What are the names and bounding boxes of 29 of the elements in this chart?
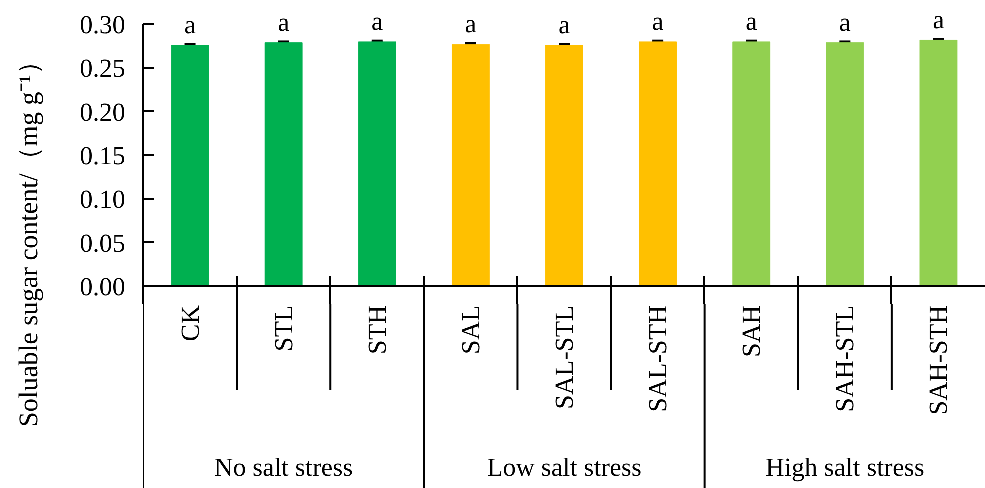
y-tick-label: 0.15 (80, 142, 126, 170)
data-label: a (465, 10, 478, 39)
x-tick-label: SAL (456, 305, 486, 355)
text: High salt stress (766, 453, 925, 482)
x-tick-label: SAH-STH (924, 305, 954, 416)
data-label: a (932, 5, 945, 34)
data-label: a (746, 7, 758, 36)
x-tick-label: SAH (737, 305, 766, 358)
y-tick-label: 0.30 (80, 10, 126, 40)
y-tick-label: 0.00 (80, 272, 126, 302)
y-tick-label: 0.05 (80, 228, 126, 258)
y-tick-label: 0.10 (80, 185, 126, 214)
x-tick-label: STH (362, 305, 392, 355)
data-label: a (558, 10, 571, 40)
data-label: a (652, 7, 664, 36)
x-tick-label: SAH-STL (830, 305, 860, 412)
text: No salt stress (214, 453, 354, 482)
x-tick-label: SAL-STH (644, 305, 673, 412)
y-axis-title: Soluable sugar content/（mg g⁻¹） (14, 48, 44, 428)
x-tick-label: CK (176, 305, 205, 342)
x-tick-label: SAL-STL (550, 306, 579, 410)
y-tick-label: 0.25 (80, 54, 126, 84)
text: Low salt stress (487, 453, 642, 482)
x-tick-label: STL (269, 305, 298, 352)
y-tick-label: 0.20 (80, 98, 126, 127)
data-label: a (839, 8, 852, 37)
data-label: a (372, 7, 384, 36)
data-label: a (278, 8, 290, 37)
data-label: a (184, 10, 197, 40)
